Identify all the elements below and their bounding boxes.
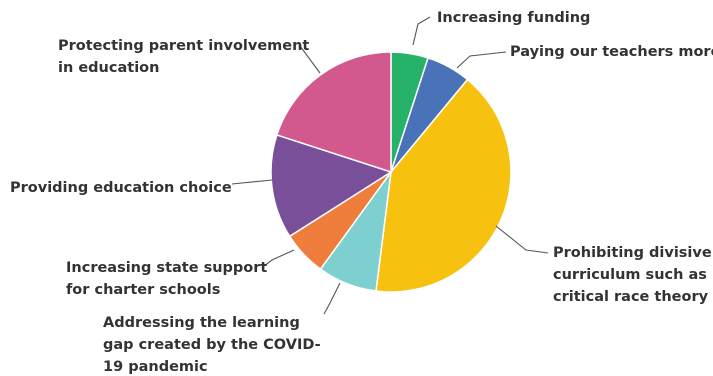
leader-line [299,45,321,74]
pie-slice [375,78,512,293]
slice-labels: Increasing funding Paying our teachers mo… [10,10,713,375]
leader-line [231,179,273,185]
slice-label: gap created by the COVID- [103,337,321,353]
slice-label: Increasing funding [437,10,590,26]
leader-line [456,51,507,69]
slice-label: 19 pandemic [103,359,208,375]
leader-line [495,225,549,254]
leader-lines [231,16,549,315]
slice-label: Increasing state support [66,260,267,276]
pie-slices [270,51,512,293]
leader-line [323,282,341,315]
slice-label: critical race theory [553,289,709,305]
pie-slice [270,133,393,238]
leader-line [263,249,295,267]
slice-label: Prohibiting divisive [553,245,712,261]
slice-label: Protecting parent involvement [58,38,309,54]
pie-slice [275,51,392,174]
slice-label: Providing education choice [10,180,232,196]
slice-label: curriculum such as [553,267,707,283]
slice-label: for charter schools [66,282,220,298]
slice-label: Addressing the learning [103,315,300,331]
slice-label: in education [58,60,159,76]
slice-label: Paying our teachers more [510,44,713,60]
leader-line [412,16,431,46]
